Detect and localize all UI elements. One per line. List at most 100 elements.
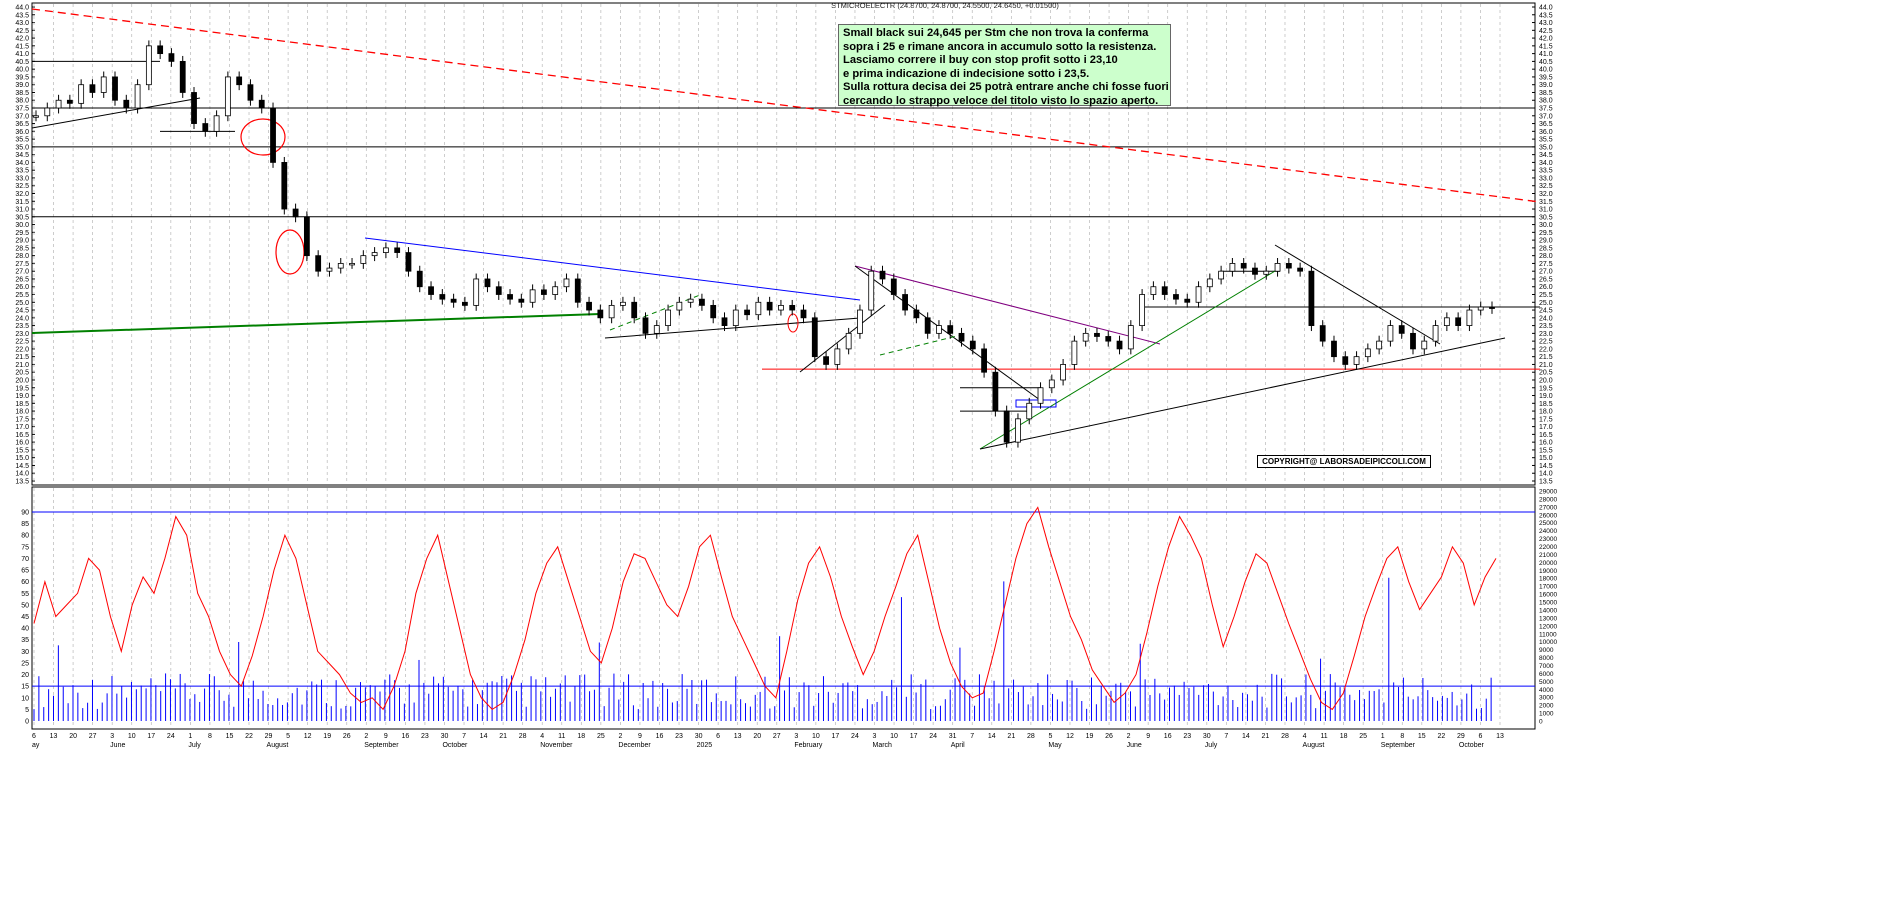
price-tick-left: 39.5 (15, 74, 29, 81)
price-tick-right: 19.5 (1539, 385, 1553, 392)
price-tick-right: 30.5 (1539, 214, 1553, 221)
trend-black-up-long (979, 337, 1506, 450)
candle-body (1353, 356, 1360, 365)
candle-body (1297, 267, 1304, 272)
x-tick-label: 15 (226, 733, 234, 740)
x-tick-label: 13 (1496, 733, 1504, 740)
price-tick-left: 40.0 (15, 67, 29, 74)
candle-body (1387, 325, 1394, 342)
osc-tick-left: 30 (21, 649, 29, 656)
candle-body (665, 309, 671, 326)
candle-body (1060, 364, 1067, 381)
price-tick-right: 39.0 (1539, 82, 1553, 89)
price-tick-right: 31.5 (1539, 199, 1553, 206)
x-tick-label: 6 (1479, 733, 1483, 740)
oscillator-panel-frame (31, 486, 1536, 730)
volume-tick-right: 11000 (1539, 631, 1557, 638)
note-line-4: e prima indicazione di indecisione sotto… (843, 67, 1090, 80)
candle-body (1376, 340, 1383, 350)
price-tick-right: 34.5 (1539, 152, 1553, 159)
volume-tick-right: 10000 (1539, 639, 1557, 646)
volume-tick-right: 14000 (1539, 607, 1557, 614)
candle-body (315, 255, 322, 272)
price-tick-right: 15.0 (1539, 455, 1553, 462)
x-tick-label: 26 (343, 733, 351, 740)
x-tick-label: 10 (812, 733, 820, 740)
x-tick-label: 26 (1105, 733, 1113, 740)
price-tick-left: 37.0 (15, 113, 29, 120)
volume-tick-right: 24000 (1539, 528, 1557, 535)
price-tick-right: 14.0 (1539, 471, 1553, 478)
note-line-1: Small black sui 24,645 per Stm che non t… (843, 27, 1149, 39)
trend-green-dashed-1 (609, 294, 701, 331)
x-tick-label: 19 (323, 733, 331, 740)
candle-body (721, 317, 728, 326)
volume-tick-right: 25000 (1539, 520, 1557, 527)
price-tick-left: 23.0 (15, 331, 29, 338)
x-tick-label: 13 (50, 733, 58, 740)
candle-body (473, 278, 480, 306)
volume-tick-right: 15000 (1539, 600, 1557, 607)
x-tick-label: 27 (89, 733, 97, 740)
x-tick-label: 2 (1127, 733, 1131, 740)
candle-body (1127, 325, 1134, 350)
candle-body (1071, 340, 1078, 365)
price-tick-right: 16.5 (1539, 432, 1553, 439)
x-tick-label: 30 (441, 733, 449, 740)
candle-body (292, 208, 299, 218)
price-tick-right: 33.0 (1539, 175, 1553, 182)
volume-tick-right: 1000 (1539, 711, 1554, 718)
price-tick-left: 17.0 (15, 424, 29, 431)
candle-body (676, 301, 683, 311)
price-tick-right: 26.5 (1539, 276, 1553, 283)
candle-body (1184, 298, 1191, 303)
price-tick-left: 24.5 (15, 308, 29, 315)
price-tick-right: 40.5 (1539, 59, 1553, 66)
candle-body (879, 270, 886, 280)
osc-tick-left: 85 (21, 521, 29, 528)
candle-body (281, 162, 288, 210)
candle-body (958, 332, 965, 342)
x-tick-label: 10 (128, 733, 136, 740)
x-tick-label: 18 (1340, 733, 1348, 740)
price-tick-right: 21.0 (1539, 362, 1553, 369)
x-tick-label: 24 (929, 733, 937, 740)
candle-body (823, 356, 829, 365)
trend-green-dashed-2 (879, 333, 966, 356)
price-tick-right: 32.5 (1539, 183, 1553, 190)
price-tick-right: 28.5 (1539, 245, 1553, 252)
candle-body (78, 84, 85, 104)
price-tick-left: 33.5 (15, 168, 29, 175)
x-tick-label: 18 (577, 733, 585, 740)
x-tick-label: 3 (110, 733, 114, 740)
candle-body (1150, 286, 1157, 295)
analysis-note: Small black sui 24,645 per Stm che non t… (838, 24, 1171, 107)
candle-body (541, 289, 547, 295)
volume-tick-right: 28000 (1539, 496, 1557, 503)
osc-tick-left: 70 (21, 556, 29, 563)
price-tick-right: 27.5 (1539, 261, 1553, 268)
volume-tick-right: 22000 (1539, 544, 1557, 551)
x-tick-label: 24 (851, 733, 859, 740)
month-label: October (442, 742, 468, 749)
price-tick-left: 15.0 (15, 455, 29, 462)
volume-tick-right: 0 (1539, 719, 1543, 726)
price-tick-right: 20.5 (1539, 370, 1553, 377)
x-tick-label: 5 (1048, 733, 1052, 740)
volume-tick-right: 6000 (1539, 671, 1554, 678)
price-tick-right: 25.5 (1539, 292, 1553, 299)
candle-body (382, 247, 389, 253)
price-tick-left: 30.0 (15, 222, 29, 229)
candle-body (1331, 340, 1337, 358)
candle-body (66, 99, 73, 104)
candle-body (247, 84, 254, 101)
candle-body (258, 99, 265, 109)
price-tick-left: 21.0 (15, 362, 29, 369)
candle-body (112, 76, 118, 101)
candle-body (800, 309, 807, 319)
price-tick-left: 18.5 (15, 401, 29, 408)
candle-body (574, 278, 581, 303)
x-tick-label: 1 (1381, 733, 1385, 740)
candle-body (1252, 267, 1258, 275)
candle-body (868, 270, 875, 311)
